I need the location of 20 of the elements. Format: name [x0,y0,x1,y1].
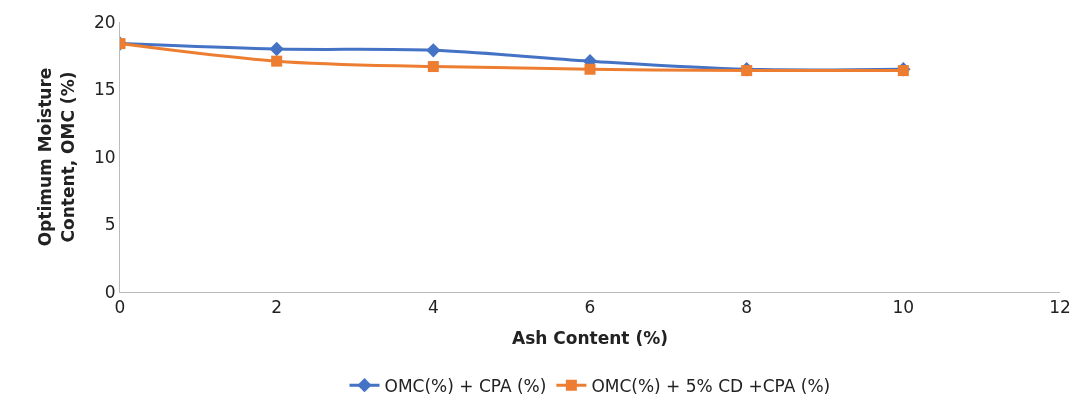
x-axis-title: Ash Content (%) [512,327,668,348]
legend-label: OMC(%) + CPA (%) [384,375,547,396]
x-tick-label: 6 [584,297,596,318]
x-tick-label: 12 [1049,297,1071,318]
x-tick-label: 8 [741,297,753,318]
x-tick-label: 4 [427,297,439,318]
point [426,43,441,58]
legend-label: OMC(%) + 5% CD +CPA (%) [591,375,831,396]
point [584,63,596,75]
point [269,41,284,57]
y-tick-label: 20 [93,11,116,32]
y-axis-title: Optimum Moisture Content, OMC (%) [35,67,78,247]
y-tick-label: 10 [93,146,116,167]
x-tick-label: 10 [892,297,915,318]
x-tick-label: 2 [271,297,283,318]
y-tick-label: 5 [104,214,116,235]
y-tick-label: 15 [93,79,116,100]
point [271,55,283,67]
y-tick-label: 0 [104,281,116,302]
point [427,61,439,73]
